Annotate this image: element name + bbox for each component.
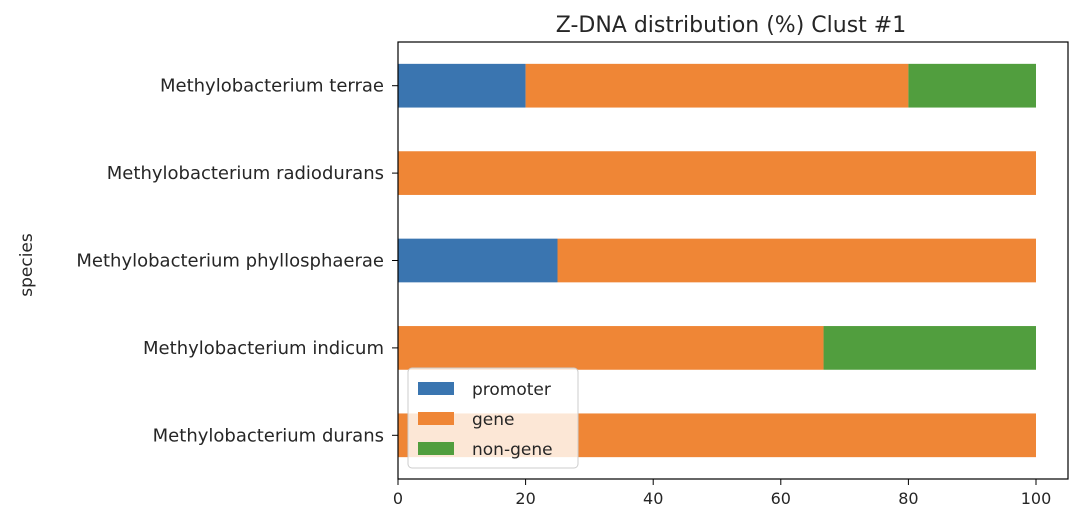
y-tick-label: Methylobacterium indicum xyxy=(143,338,384,359)
legend-label-gene: gene xyxy=(472,410,514,430)
y-tick-label: Methylobacterium radiodurans xyxy=(107,163,384,184)
legend-label-promoter: promoter xyxy=(472,380,551,400)
x-tick-label: 60 xyxy=(771,489,791,508)
x-tick-label: 100 xyxy=(1021,489,1052,508)
bar-gene-4 xyxy=(525,63,909,108)
y-axis: Methylobacterium durans Methylobacterium … xyxy=(76,76,398,446)
bar-non-gene-1 xyxy=(823,326,1036,370)
legend-swatch-gene xyxy=(418,412,454,425)
y-axis-label: species xyxy=(17,233,37,297)
x-axis: 0 20 40 60 80 100 xyxy=(393,479,1051,508)
bar-promoter-2 xyxy=(398,238,558,283)
y-tick-label: Methylobacterium phyllosphaerae xyxy=(76,251,384,272)
bar-non-gene-4 xyxy=(908,63,1036,108)
bar-gene-3 xyxy=(398,151,1036,195)
bar-promoter-4 xyxy=(398,63,526,108)
legend-swatch-promoter xyxy=(418,382,454,395)
chart-title: Z-DNA distribution (%) Clust #1 xyxy=(556,13,906,38)
x-tick-label: 40 xyxy=(643,489,663,508)
legend-label-non-gene: non-gene xyxy=(472,440,553,460)
x-tick-label: 80 xyxy=(898,489,918,508)
x-tick-label: 0 xyxy=(393,489,403,508)
bar-gene-2 xyxy=(557,238,1036,283)
bar-gene-1 xyxy=(398,326,824,370)
legend: promoter gene non-gene xyxy=(407,367,579,469)
bars-layer xyxy=(398,63,1036,458)
y-tick-label: Methylobacterium terrae xyxy=(160,76,384,97)
y-tick-label: Methylobacterium durans xyxy=(153,425,384,446)
x-tick-label: 20 xyxy=(515,489,535,508)
legend-swatch-non-gene xyxy=(418,442,454,455)
